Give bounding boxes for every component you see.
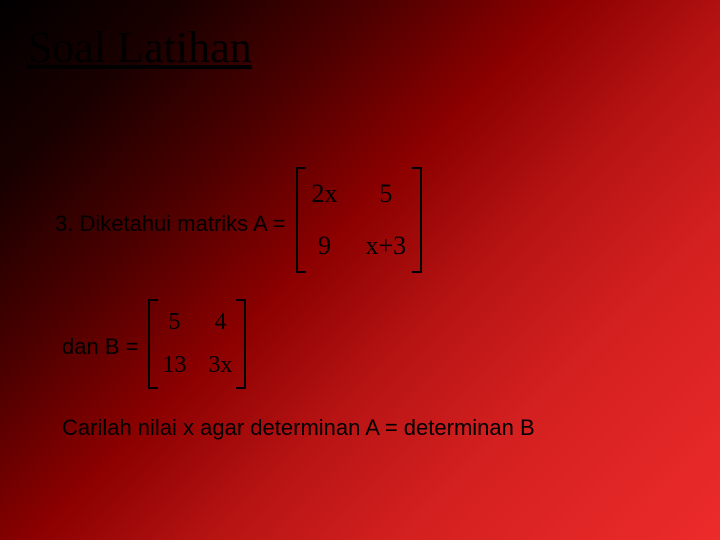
matrix-b-r1c2: 4 — [214, 309, 226, 336]
matrix-a-r1c1: 2x — [312, 179, 338, 209]
problem-instruction: Carilah nilai x agar determinan A = dete… — [62, 415, 535, 441]
matrix-b-prefix: dan B = — [62, 334, 138, 360]
bracket-right-icon — [236, 299, 246, 389]
matrix-b: 5 13 4 3x — [148, 299, 246, 389]
matrix-b-r1c1: 5 — [168, 309, 180, 336]
bracket-left-icon — [148, 299, 158, 389]
bracket-left-icon — [296, 167, 306, 273]
slide-title: Soal Latihan — [28, 22, 252, 73]
matrix-a-prefix: 3. Diketahui matriks A = — [55, 211, 286, 237]
bracket-right-icon — [412, 167, 422, 273]
matrix-b-r2c1: 13 — [162, 352, 186, 379]
matrix-b-r2c2: 3x — [208, 352, 232, 379]
problem-line-1: 3. Diketahui matriks A = 2x 9 5 x+3 — [55, 175, 422, 273]
problem-line-2: dan B = 5 13 4 3x — [62, 305, 246, 389]
matrix-a-r2c2: x+3 — [366, 231, 407, 261]
matrix-a: 2x 9 5 x+3 — [296, 167, 423, 273]
matrix-a-r2c1: 9 — [318, 231, 331, 261]
matrix-a-r1c2: 5 — [379, 179, 392, 209]
